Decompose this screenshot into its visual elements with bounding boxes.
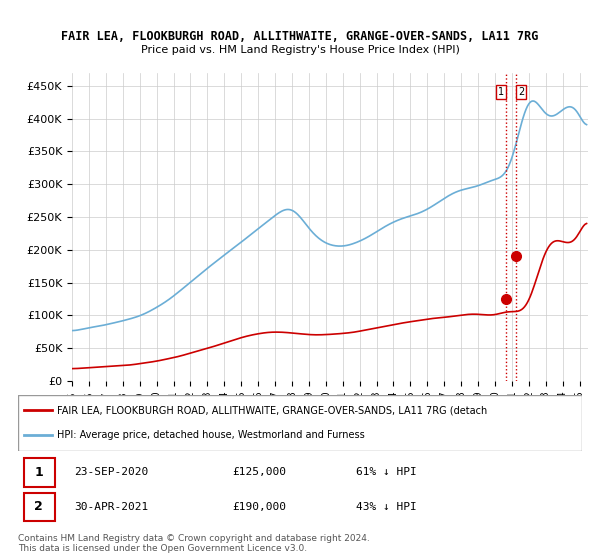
Text: FAIR LEA, FLOOKBURGH ROAD, ALLITHWAITE, GRANGE-OVER-SANDS, LA11 7RG (detach: FAIR LEA, FLOOKBURGH ROAD, ALLITHWAITE, … [58,405,488,416]
Text: FAIR LEA, FLOOKBURGH ROAD, ALLITHWAITE, GRANGE-OVER-SANDS, LA11 7RG: FAIR LEA, FLOOKBURGH ROAD, ALLITHWAITE, … [61,30,539,43]
Text: £125,000: £125,000 [232,467,286,477]
Text: 1: 1 [34,466,43,479]
Text: 1: 1 [498,87,504,97]
Text: 30-APR-2021: 30-APR-2021 [74,502,149,512]
FancyBboxPatch shape [23,458,55,487]
FancyBboxPatch shape [23,493,55,521]
Text: 43% ↓ HPI: 43% ↓ HPI [356,502,417,512]
Text: £190,000: £190,000 [232,502,286,512]
Text: Price paid vs. HM Land Registry's House Price Index (HPI): Price paid vs. HM Land Registry's House … [140,45,460,55]
Text: Contains HM Land Registry data © Crown copyright and database right 2024.
This d: Contains HM Land Registry data © Crown c… [18,534,370,553]
Text: HPI: Average price, detached house, Westmorland and Furness: HPI: Average price, detached house, West… [58,430,365,440]
Text: 2: 2 [34,501,43,514]
Text: 23-SEP-2020: 23-SEP-2020 [74,467,149,477]
FancyBboxPatch shape [18,395,582,451]
Text: 61% ↓ HPI: 61% ↓ HPI [356,467,417,477]
Text: 2: 2 [518,87,524,97]
